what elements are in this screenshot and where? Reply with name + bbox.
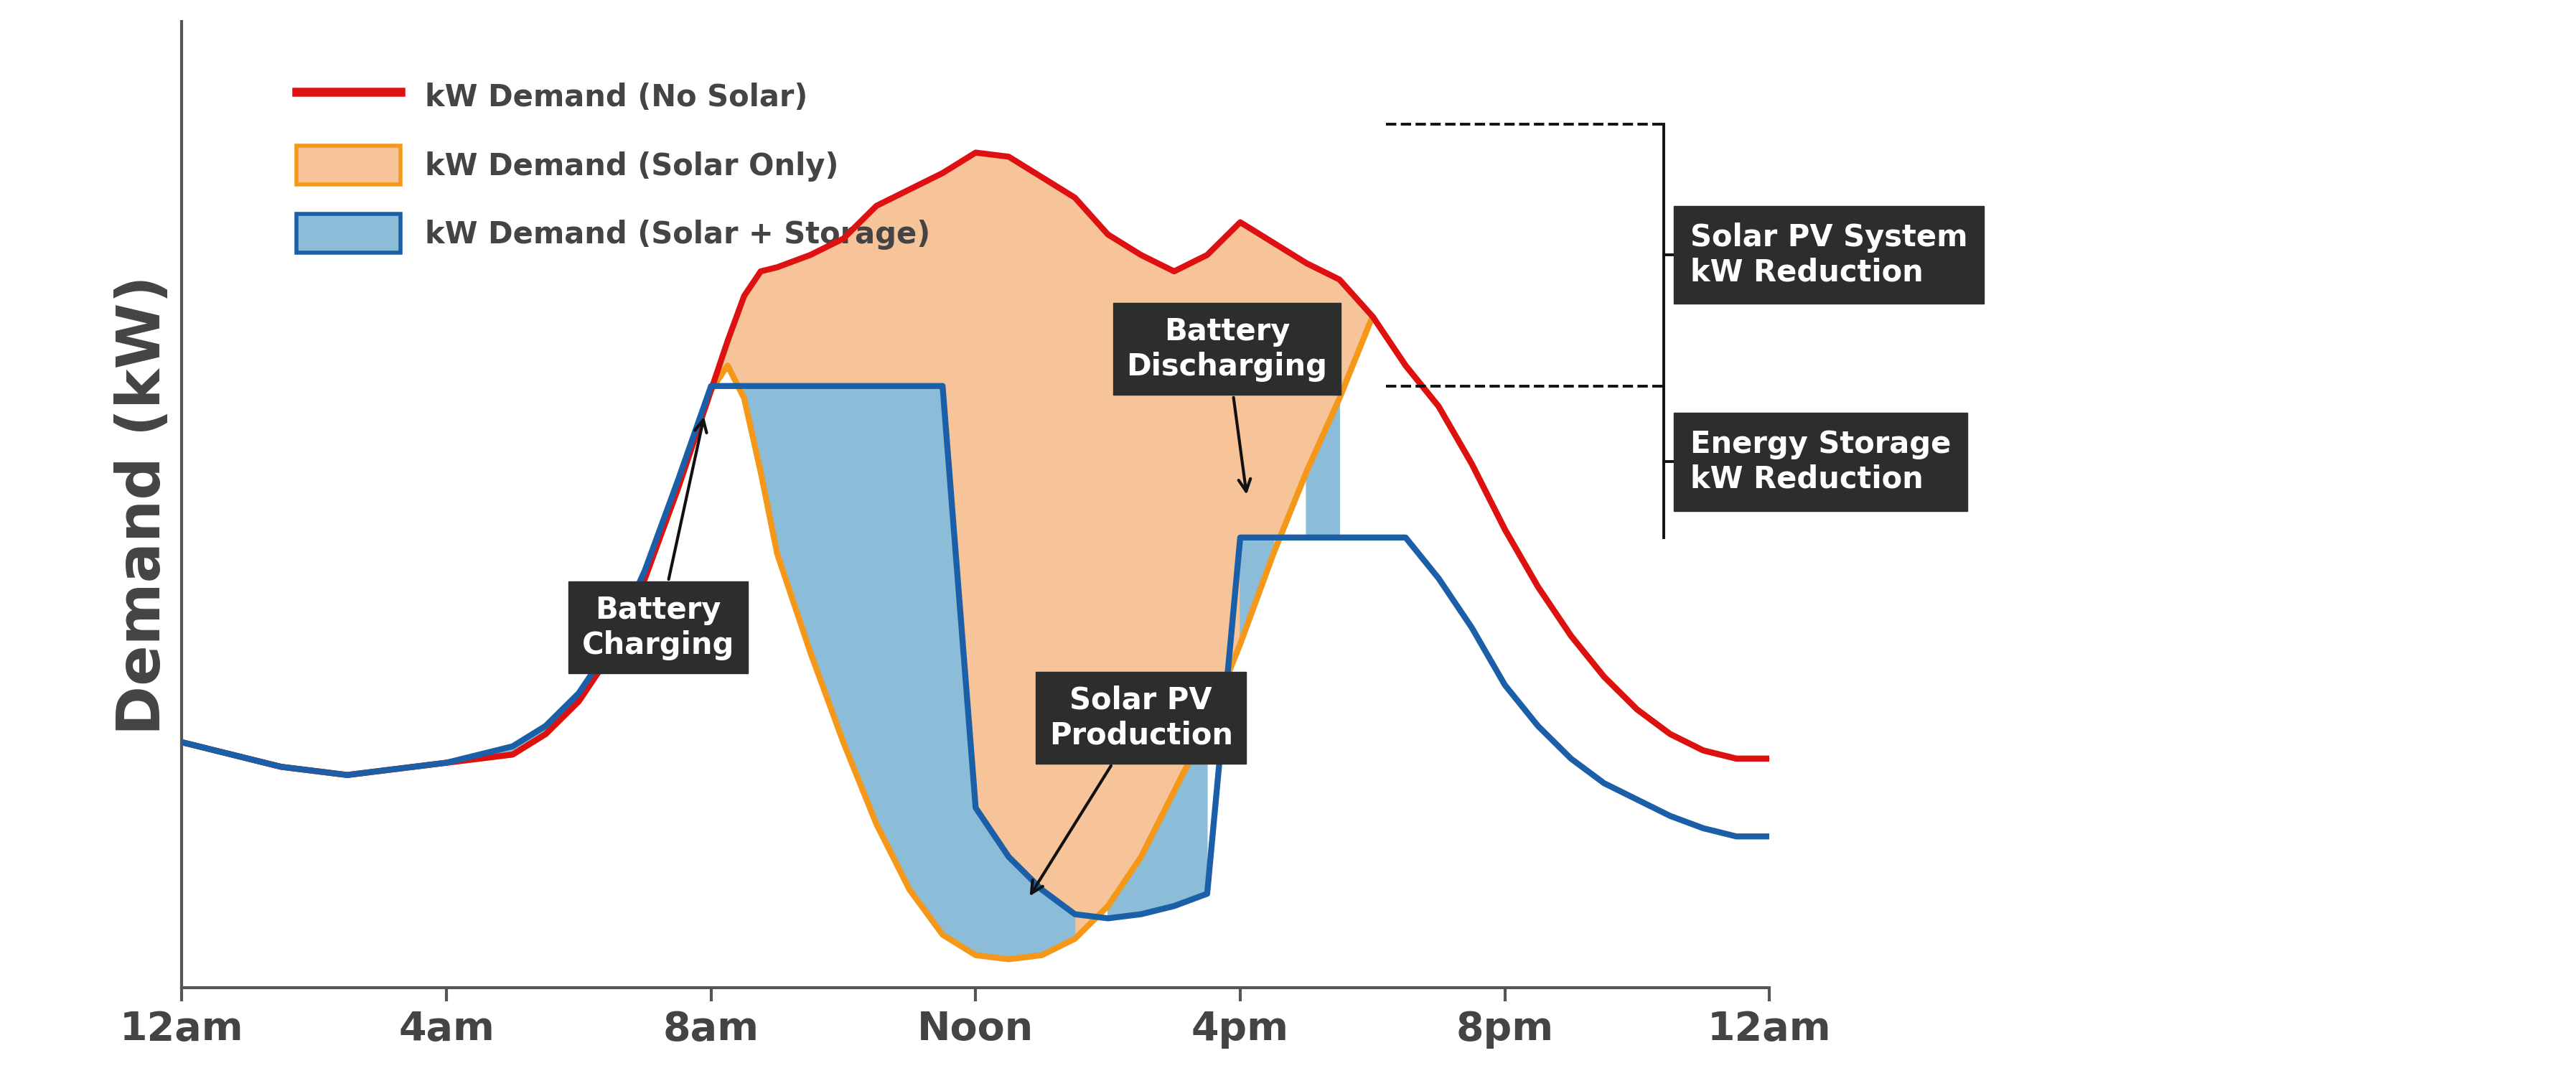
Text: Battery
Discharging: Battery Discharging <box>1126 317 1327 491</box>
Y-axis label: Demand (kW): Demand (kW) <box>113 275 173 735</box>
Text: Solar PV
Production: Solar PV Production <box>1030 685 1234 893</box>
Legend: kW Demand (No Solar), kW Demand (Solar Only), kW Demand (Solar + Storage): kW Demand (No Solar), kW Demand (Solar O… <box>283 66 943 265</box>
Text: Energy Storage
kW Reduction: Energy Storage kW Reduction <box>1690 429 1950 494</box>
Text: Battery
Charging: Battery Charging <box>582 419 734 660</box>
Text: Solar PV System
kW Reduction: Solar PV System kW Reduction <box>1690 223 1968 288</box>
